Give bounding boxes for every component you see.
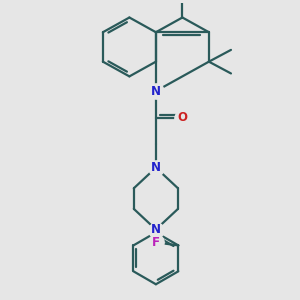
- Text: N: N: [151, 85, 161, 98]
- Text: O: O: [177, 111, 188, 124]
- Text: F: F: [152, 236, 160, 249]
- Text: N: N: [151, 223, 161, 236]
- Text: N: N: [151, 161, 161, 174]
